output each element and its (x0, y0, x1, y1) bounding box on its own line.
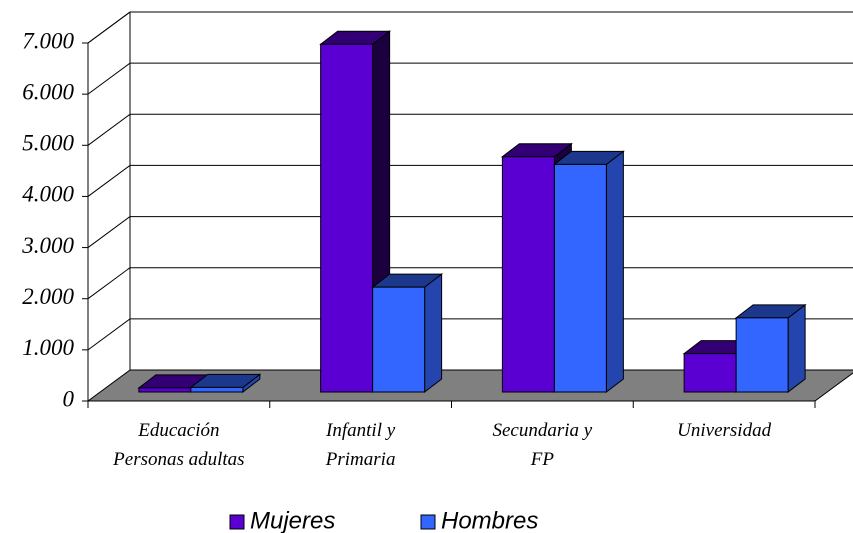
grid-line (87, 165, 131, 197)
y-tick-label: 5.000 (22, 131, 74, 156)
bar (320, 43, 374, 393)
legend-swatch (229, 514, 245, 530)
grid-line (87, 62, 131, 95)
grid-line (87, 318, 131, 351)
y-tick-label: 2.000 (22, 284, 74, 309)
x-tick-label: Secundaria y FP (492, 420, 593, 470)
bar (190, 386, 244, 393)
legend-label: Hombres (441, 507, 538, 533)
legend-swatch (420, 514, 436, 530)
floor (86, 369, 853, 402)
y-tick-label: 3.000 (21, 233, 74, 258)
bar-side (787, 303, 806, 394)
bar (372, 286, 426, 393)
grid-line (87, 267, 131, 300)
y-tick-label: 6.000 (22, 79, 74, 104)
grid-line (87, 113, 131, 146)
x-tick-label: Infantil y Primaria (325, 420, 396, 470)
y-tick-label: 1.000 (22, 335, 74, 360)
bar-side (605, 150, 624, 394)
bar (553, 163, 607, 393)
y-tick-label: 4.000 (22, 182, 74, 207)
bar (501, 156, 555, 393)
bar (138, 387, 192, 393)
y-tick-label: 0 (63, 386, 75, 411)
bar-side (424, 273, 443, 394)
x-tick-label: Educación Personas adultas (113, 420, 245, 470)
bar (683, 353, 737, 393)
bar (735, 317, 789, 393)
grid-line (87, 216, 131, 248)
y-tick-label: 7.000 (22, 28, 74, 53)
legend-label: Mujeres (250, 507, 335, 533)
x-tick-label: Universidad (677, 420, 772, 441)
grid-line (87, 11, 131, 44)
